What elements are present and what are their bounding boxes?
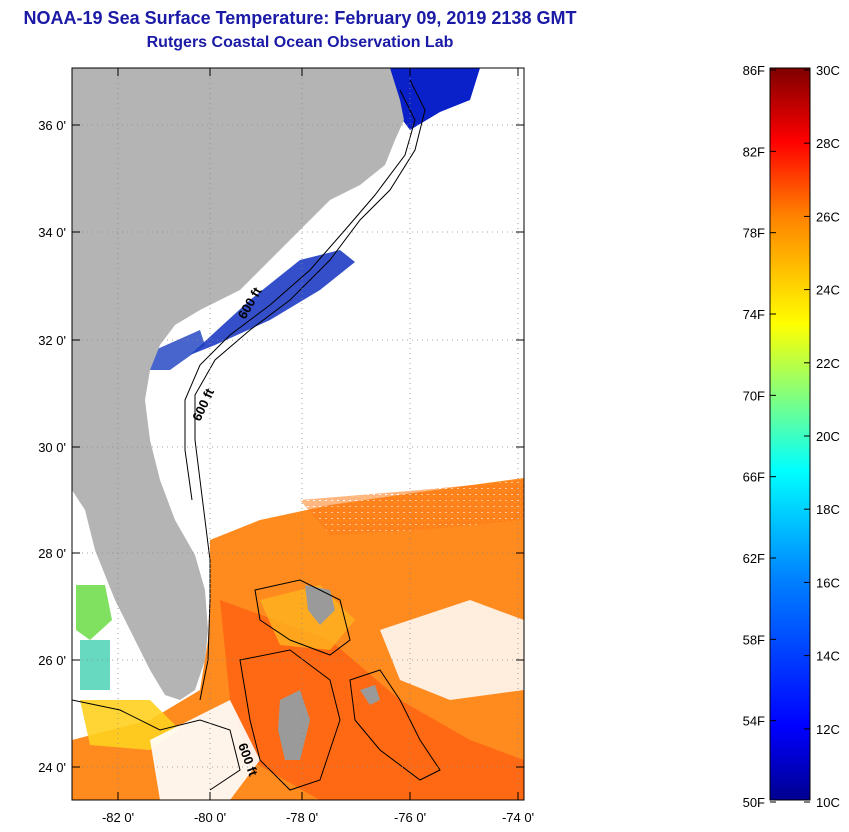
colorbar-c-label: 20C — [816, 429, 840, 444]
colorbar-c-label: 26C — [816, 209, 840, 224]
lat-label: 32 0' — [38, 333, 66, 348]
sst-green-patch — [76, 585, 112, 640]
lon-label: -82 0' — [102, 810, 134, 825]
colorbar-c-label: 24C — [816, 283, 840, 298]
map-frame — [71, 67, 525, 801]
contour-600ft — [184, 89, 416, 501]
lat-label: 28 0' — [38, 546, 66, 561]
sst-cyan-patch — [80, 640, 110, 690]
cloud-gap — [380, 600, 524, 700]
colorbar-f-label: 74F — [743, 307, 765, 322]
colorbar-c-label: 16C — [816, 575, 840, 590]
graticule — [72, 68, 524, 800]
lon-label: -76 0' — [394, 810, 426, 825]
land-andros — [278, 690, 310, 760]
colorbar-f-label: 86F — [743, 63, 765, 78]
colorbar-f-label: 50F — [743, 795, 765, 810]
colorbar-f-label: 82F — [743, 144, 765, 159]
contour-bahamas — [349, 669, 441, 781]
colorbar-c-label: 18C — [816, 502, 840, 517]
map-panel — [72, 68, 524, 800]
colorbar-c-label: 28C — [816, 136, 840, 151]
contour-bahamas — [239, 649, 341, 791]
land-island — [360, 685, 380, 705]
colorbar-f-label: 66F — [743, 470, 765, 485]
colorbar-f-label: 62F — [743, 551, 765, 566]
lat-label: 24 0' — [38, 760, 66, 775]
contour-bahamas — [254, 579, 351, 656]
land-abaco — [305, 585, 335, 625]
colorbar-c-label: 10C — [816, 795, 840, 810]
colorbar-f-label: 54F — [743, 714, 765, 729]
sst-cold-spots — [150, 330, 205, 370]
sst-warm-region-speckled — [300, 480, 524, 535]
map-title: NOAA-19 Sea Surface Temperature: Februar… — [23, 8, 577, 28]
colorbar-f-label: 70F — [743, 388, 765, 403]
colorbar-c-label: 30C — [816, 63, 840, 78]
lat-label: 34 0' — [38, 225, 66, 240]
colorbar-c-label: 14C — [816, 649, 840, 664]
lat-label: 26 0' — [38, 653, 66, 668]
colorbar-c-label: 12C — [816, 722, 840, 737]
colorbar-celsius-labels: 30C 28C 26C 24C 22C 20C 18C 16C 14C 12C 10C — [804, 63, 840, 810]
lat-label: 30 0' — [38, 440, 66, 455]
axis-ticks — [72, 68, 524, 800]
colorbar-f-label: 58F — [743, 632, 765, 647]
contour-keys — [72, 699, 241, 791]
lon-label: -80 0' — [194, 810, 226, 825]
lon-label: -78 0' — [286, 810, 318, 825]
lat-label: 36 0' — [38, 118, 66, 133]
land-mainland — [72, 68, 404, 700]
colorbar-fahrenheit-labels: 86F 82F 78F 74F 70F 66F 62F 58F 54F 50F — [743, 63, 776, 810]
colorbar-f-label: 78F — [743, 226, 765, 241]
lon-label: -74 0' — [502, 810, 534, 825]
colorbar-c-label: 22C — [816, 356, 840, 371]
colorbar — [769, 67, 811, 801]
map-subtitle: Rutgers Coastal Ocean Observation Lab — [146, 34, 454, 51]
